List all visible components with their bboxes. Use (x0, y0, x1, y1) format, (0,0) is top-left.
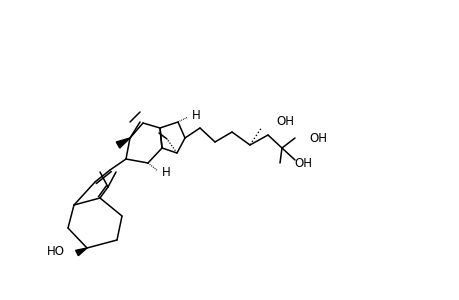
Text: OH: OH (308, 131, 326, 145)
Text: OH: OH (275, 115, 293, 128)
Text: H: H (191, 109, 200, 122)
Text: H: H (161, 167, 170, 179)
Text: HO: HO (47, 245, 65, 259)
Polygon shape (75, 248, 87, 256)
Polygon shape (116, 138, 130, 148)
Text: OH: OH (293, 157, 311, 169)
